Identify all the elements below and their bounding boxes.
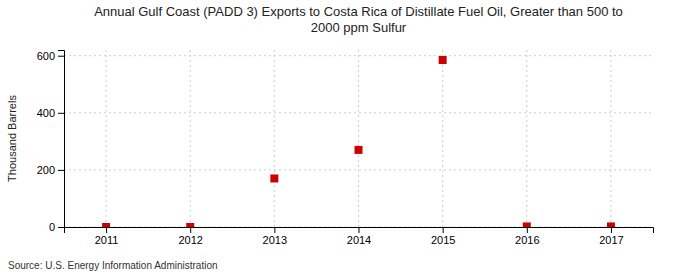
tick-mark (58, 113, 64, 114)
grid-line-x (274, 50, 275, 227)
point (355, 146, 363, 154)
grid-line-y (64, 169, 653, 170)
tick-label: 0 (49, 221, 55, 233)
tick-label: 600 (37, 50, 55, 62)
tick-label: 2014 (347, 234, 371, 246)
point (270, 174, 278, 182)
point (102, 223, 110, 227)
grid-line-x (610, 50, 611, 227)
point (607, 222, 615, 227)
point (523, 222, 531, 227)
source-note: Source: U.S. Energy Information Administ… (8, 260, 218, 271)
tick-mark (58, 227, 64, 228)
tick-label: 2015 (431, 234, 455, 246)
tick-mark (527, 227, 528, 233)
tick-label: 200 (37, 164, 55, 176)
tick: 2015 (431, 227, 455, 246)
plot-area (102, 56, 615, 227)
grid-line-x (442, 50, 443, 227)
y-axis-title: Thousand Barrels (6, 95, 18, 182)
tick-label: 2016 (515, 234, 539, 246)
tick: 400 (37, 107, 64, 119)
title-line: Annual Gulf Coast (PADD 3) Exports to Co… (94, 4, 623, 19)
y-axis: 0 200 400 600 (37, 50, 65, 233)
tick: 2012 (178, 227, 202, 246)
tick-mark (443, 227, 444, 233)
tick-label: 400 (37, 107, 55, 119)
axis-line (65, 228, 654, 234)
x-axis: 2011 2012 2013 2014 2015 2016 2017 (65, 227, 654, 246)
tick-label: 2013 (263, 234, 287, 246)
tick-label: 2011 (95, 234, 119, 246)
title: Annual Gulf Coast (PADD 3) Exports to Co… (94, 4, 623, 35)
tick: 2016 (515, 227, 539, 246)
tick-mark (190, 227, 191, 233)
grid-line-y (64, 112, 653, 113)
tick: 2017 (599, 227, 623, 246)
grid-line-x (358, 50, 359, 227)
grid-line-x (106, 50, 107, 227)
grid-line-y (64, 55, 653, 56)
tick-mark (106, 227, 107, 233)
chart: 2011 2012 2013 2014 2015 2016 2017 0 200 400 600 An… (0, 0, 675, 275)
tick: 600 (37, 50, 64, 62)
tick-mark (611, 227, 612, 233)
tick: 2011 (95, 227, 119, 246)
grid (64, 50, 653, 227)
tick-label: 2017 (599, 234, 623, 246)
tick-mark (58, 170, 64, 171)
tick: 200 (37, 164, 64, 176)
tick-label: 2012 (178, 234, 202, 246)
tick: 2014 (347, 227, 371, 246)
grid-line-x (190, 50, 191, 227)
axis-line (58, 51, 65, 228)
title-line: 2000 ppm Sulfur (311, 20, 407, 35)
tick: 2013 (263, 227, 287, 246)
tick: 0 (49, 221, 64, 233)
point (186, 223, 194, 227)
tick-mark (274, 227, 275, 233)
tick-mark (58, 56, 64, 57)
tick-mark (359, 227, 360, 233)
point (439, 56, 447, 64)
grid-line-x (526, 50, 527, 227)
